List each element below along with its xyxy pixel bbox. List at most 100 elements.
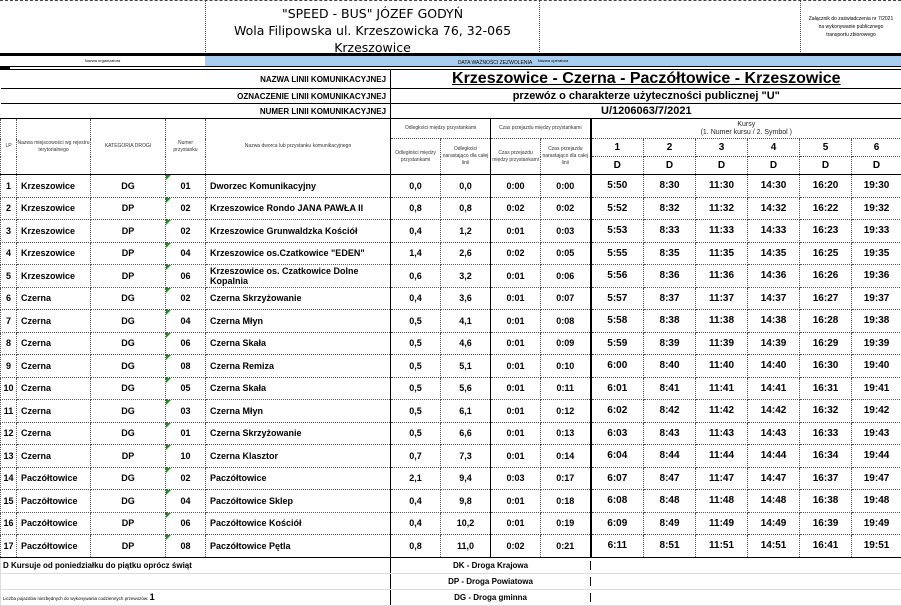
distance-between-cell: 0,5	[391, 422, 441, 445]
time-cumulative-cell: 0:13	[541, 422, 591, 445]
departure-time-cell: 6:00	[591, 355, 644, 378]
departure-time-cell: 11:48	[696, 490, 748, 513]
departure-time-cell: 19:43	[852, 422, 901, 445]
col-distance-group: Odległości między przystankami	[391, 119, 491, 139]
departure-time-cell: 19:48	[852, 490, 901, 513]
departure-time-cell: 5:52	[591, 197, 644, 220]
road-category-cell: DG	[91, 422, 166, 445]
departure-time-cell: 14:51	[748, 535, 800, 558]
locality-cell: Czerna	[17, 287, 91, 310]
locality-cell: Czerna	[17, 400, 91, 423]
col-lp: LP	[1, 119, 17, 175]
road-category-cell: DG	[91, 310, 166, 333]
departure-time-cell: 19:51	[852, 535, 901, 558]
departure-time-cell: 8:39	[644, 332, 696, 355]
departure-time-cell: 14:35	[748, 242, 800, 265]
departure-time-cell: 6:08	[591, 490, 644, 513]
run-symbol: D	[852, 157, 901, 175]
departure-time-cell: 19:33	[852, 220, 901, 243]
departure-time-cell: 14:42	[748, 400, 800, 423]
note-line: Załącznik do zaświadczenia nr 7/2021	[801, 15, 901, 23]
departure-time-cell: 8:48	[644, 490, 696, 513]
stop-name-cell: Czerna Młyn	[206, 400, 391, 423]
legend-dp-text: DP - Droga Powiatowa	[391, 577, 591, 586]
departure-time-cell: 14:47	[748, 467, 800, 490]
departure-time-cell: 14:38	[748, 310, 800, 333]
locality-cell: Czerna	[17, 332, 91, 355]
time-cumulative-cell: 0:11	[541, 377, 591, 400]
time-between-cell: 0:02	[491, 197, 541, 220]
time-between-cell: 0:01	[491, 355, 541, 378]
stop-number-cell: 08	[166, 535, 206, 558]
stop-number-cell: 08	[166, 355, 206, 378]
time-cumulative-cell: 0:18	[541, 490, 591, 513]
departure-time-cell: 19:47	[852, 467, 901, 490]
distance-between-cell: 1,4	[391, 242, 441, 265]
stop-name-cell: Krzeszowice os.Czatkowice "EDEN"	[206, 242, 391, 265]
locality-cell: Krzeszowice	[17, 197, 91, 220]
symbol-note: D Kursuje od poniedziałku do piątku opró…	[1, 557, 391, 573]
time-between-cell: 0:01	[491, 512, 541, 535]
departure-time-cell: 5:56	[591, 265, 644, 288]
locality-cell: Czerna	[17, 422, 91, 445]
departure-time-cell: 14:30	[748, 175, 800, 198]
locality-cell: Krzeszowice	[17, 265, 91, 288]
departure-time-cell: 11:40	[696, 355, 748, 378]
time-cumulative-cell: 0:03	[541, 220, 591, 243]
departure-time-cell: 19:42	[852, 400, 901, 423]
departure-time-cell: 19:30	[852, 175, 901, 198]
time-cumulative-cell: 0:19	[541, 512, 591, 535]
distance-cumulative-cell: 10,2	[441, 512, 491, 535]
departure-time-cell: 16:31	[800, 377, 852, 400]
time-cumulative-cell: 0:08	[541, 310, 591, 333]
stop-number-cell: 01	[166, 422, 206, 445]
departure-time-cell: 8:37	[644, 287, 696, 310]
line-designation-value: przewóz o charakterze użyteczności publi…	[391, 89, 901, 104]
locality-cell: Czerna	[17, 445, 91, 468]
departure-time-cell: 6:02	[591, 400, 644, 423]
time-between-cell: 0:02	[491, 242, 541, 265]
stop-name-cell: Paczółtowice Pętla	[206, 535, 391, 558]
legend-dk: DK - Droga Krajowa	[391, 557, 901, 573]
distance-between-cell: 0,5	[391, 332, 441, 355]
legend-dk-text: DK - Droga Krajowa	[391, 561, 591, 570]
line-number-label: NUMER LINII KOMUNIKACYJNEJ	[1, 104, 391, 119]
departure-time-cell: 14:36	[748, 265, 800, 288]
distance-between-cell: 0,5	[391, 310, 441, 333]
time-between-cell: 0:00	[491, 175, 541, 198]
time-cumulative-cell: 0:00	[541, 175, 591, 198]
departure-time-cell: 11:43	[696, 422, 748, 445]
departure-time-cell: 19:44	[852, 445, 901, 468]
stop-name-cell: Czerna Młyn	[206, 310, 391, 333]
note-line: transportu zbiorowego	[801, 31, 901, 39]
departure-time-cell: 11:33	[696, 220, 748, 243]
departure-time-cell: 14:40	[748, 355, 800, 378]
time-cumulative-cell: 0:14	[541, 445, 591, 468]
distance-cumulative-cell: 11,0	[441, 535, 491, 558]
time-cumulative-cell: 0:10	[541, 355, 591, 378]
time-cumulative-cell: 0:06	[541, 265, 591, 288]
locality-cell: Paczółtowice	[17, 467, 91, 490]
departure-time-cell: 11:30	[696, 175, 748, 198]
time-cumulative-cell: 0:07	[541, 287, 591, 310]
company-address: Wola Filipowska ul. Krzeszowicka 76, 32-…	[206, 22, 539, 39]
attachment-note: Załącznik do zaświadczenia nr 7/2021 na …	[800, 1, 901, 56]
departure-time-cell: 16:32	[800, 400, 852, 423]
stop-name-cell: Czerna Skała	[206, 332, 391, 355]
col-locality: Nazwa miejscowości wg rejestru terytoria…	[17, 119, 91, 175]
vehicles-count: Liczba pojazdów niezbędnych do wykonywan…	[1, 589, 391, 605]
departure-time-cell: 14:32	[748, 197, 800, 220]
stop-number-cell: 04	[166, 310, 206, 333]
lp-cell: 14	[1, 467, 17, 490]
departure-time-cell: 11:36	[696, 265, 748, 288]
note-line: na wykonywanie publicznego	[801, 23, 901, 31]
time-between-cell: 0:01	[491, 445, 541, 468]
lp-cell: 16	[1, 512, 17, 535]
